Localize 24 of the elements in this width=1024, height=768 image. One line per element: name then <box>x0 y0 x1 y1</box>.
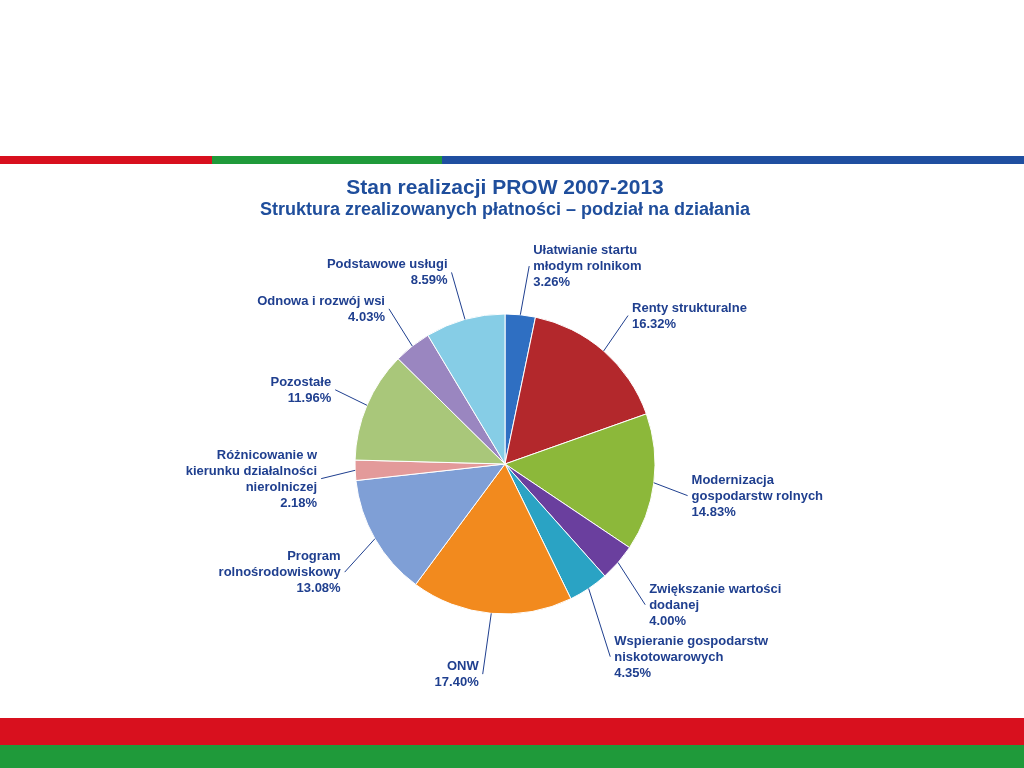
slice-label: Pozostałe <box>270 373 332 389</box>
slice-label: Zwiększanie wartości dodanej <box>649 580 782 612</box>
data-label: 14.83% <box>691 503 737 519</box>
slice-label: Odnowa i rozwój wsi <box>257 292 385 308</box>
slice-label: Podstawowe usługi <box>326 256 448 272</box>
slice-label: ONW <box>446 658 480 674</box>
data-label: 13.08% <box>296 580 342 596</box>
chart-title: Stan realizacji PROW 2007-2013 <box>346 175 664 198</box>
slice-label: Różnicowanie w kierunku działalności nierolniczej <box>185 446 319 494</box>
slice-label: Ułatwianie startu młodym rolnikom <box>533 242 642 274</box>
slice-label: Modernizacja gospodarstw rolnych <box>691 471 824 503</box>
slice-label: Program rolnośrodowiskowy <box>218 548 342 580</box>
data-label: 8.59% <box>410 272 448 288</box>
data-label: 16.32% <box>632 315 677 331</box>
data-label: 17.40% <box>434 674 480 690</box>
data-label: 4.03% <box>348 308 386 324</box>
data-label: 2.18% <box>280 494 318 510</box>
chart-subtitle: Struktura zrealizowanych płatności – podział na działania <box>259 199 752 219</box>
data-label: 11.96% <box>287 389 332 405</box>
slice-label: Wspieranie gospodarstw niskotowarowych <box>614 632 770 664</box>
data-label: 4.00% <box>649 612 687 628</box>
slice-label: Renty strukturalne <box>632 299 747 315</box>
data-label: 3.26% <box>533 274 571 290</box>
data-label: 4.35% <box>614 664 652 680</box>
